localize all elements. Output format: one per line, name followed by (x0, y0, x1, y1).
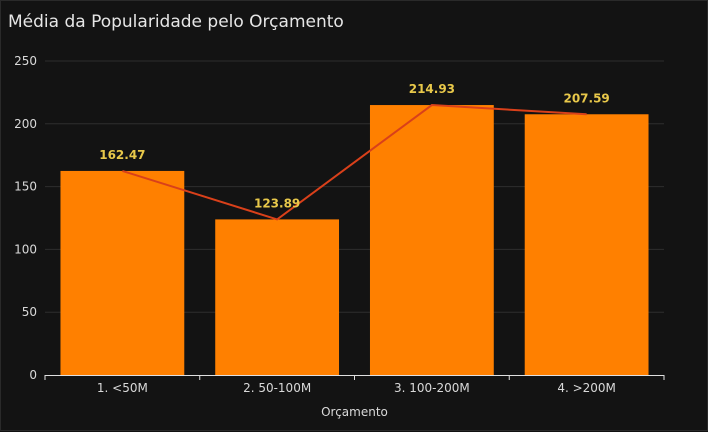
y-tick-label: 50 (22, 305, 37, 319)
bar (60, 170, 185, 375)
y-tick-label: 200 (14, 117, 37, 131)
x-tick-label: 4. >200M (557, 381, 616, 395)
x-tick-label: 1. <50M (97, 381, 148, 395)
x-tick-label: 2. 50-100M (243, 381, 311, 395)
y-tick-label: 150 (14, 180, 37, 194)
bar (524, 114, 649, 375)
y-tick-label: 250 (14, 54, 37, 68)
overlay-line (122, 104, 587, 221)
data-label: 123.89 (254, 196, 300, 210)
x-axis-label: Orçamento (321, 405, 388, 419)
chart-title: Média da Popularidade pelo Orçamento (8, 12, 344, 32)
data-label: 214.93 (409, 82, 455, 96)
bar (369, 105, 494, 376)
bar (215, 219, 340, 375)
data-label: 207.59 (563, 91, 609, 105)
x-tick-label: 3. 100-200M (394, 381, 470, 395)
y-tick-label: 0 (29, 368, 37, 382)
data-label: 162.47 (99, 148, 145, 162)
y-tick-label: 100 (14, 242, 37, 256)
